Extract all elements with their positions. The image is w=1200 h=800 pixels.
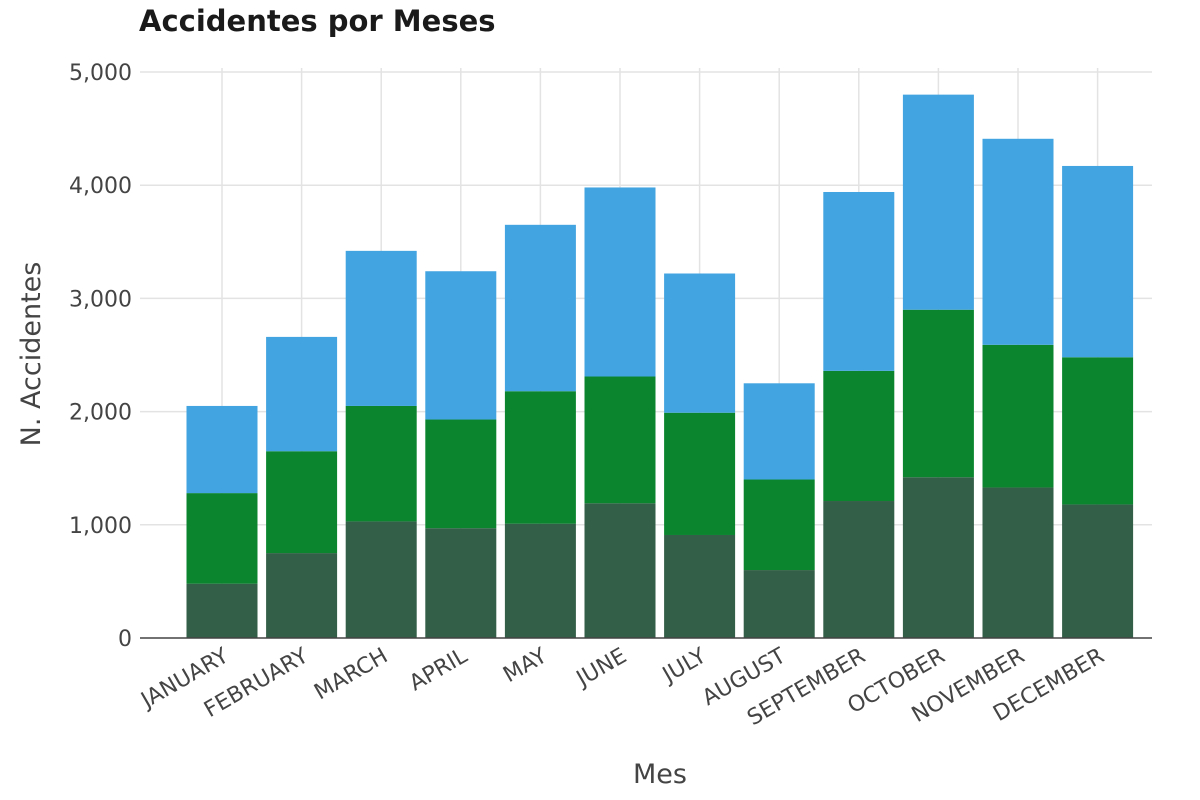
- bar-january-segment-1: [186, 583, 258, 638]
- bar-june-segment-1: [584, 503, 656, 638]
- bar-march-segment-2: [345, 405, 417, 522]
- bar-february-segment-2: [266, 451, 338, 554]
- bar-february-segment-3: [266, 336, 338, 452]
- y-tick-label: 2,000: [69, 401, 132, 426]
- bar-april-segment-1: [425, 528, 497, 638]
- bar-july-segment-3: [664, 273, 736, 413]
- bar-december-segment-3: [1062, 165, 1134, 358]
- x-tick-label: MARCH: [310, 644, 392, 706]
- bar-july-segment-1: [664, 534, 736, 638]
- bar-june-segment-3: [584, 187, 656, 377]
- bars: [186, 94, 1134, 638]
- y-axis-title: N. Accidentes: [16, 262, 47, 447]
- bar-may-segment-3: [504, 224, 576, 392]
- bar-march-segment-3: [345, 250, 417, 406]
- chart-title: Accidentes por Meses: [139, 4, 496, 38]
- y-tick-label: 1,000: [69, 514, 132, 539]
- bar-october-segment-2: [902, 309, 974, 478]
- y-tick-label: 0: [118, 627, 132, 652]
- bar-september-segment-3: [823, 191, 895, 371]
- bar-december-segment-1: [1062, 504, 1134, 638]
- y-tick-label: 5,000: [69, 61, 132, 86]
- y-tick-labels: 0 1,000 2,000 3,000 4,000 5,000: [69, 61, 132, 652]
- bar-july-segment-2: [664, 412, 736, 535]
- bar-september-segment-1: [823, 501, 895, 638]
- bar-november-segment-1: [982, 487, 1054, 638]
- bar-november-segment-2: [982, 344, 1054, 488]
- x-tick-label: JULY: [657, 643, 711, 689]
- bar-may-segment-1: [504, 523, 576, 638]
- bar-november-segment-3: [982, 138, 1054, 345]
- bar-february-segment-1: [266, 553, 338, 638]
- bar-august-segment-1: [743, 570, 815, 638]
- bar-october-segment-1: [902, 477, 974, 638]
- bar-march-segment-1: [345, 521, 417, 638]
- x-axis-title: Mes: [633, 759, 687, 790]
- bar-january-segment-3: [186, 405, 258, 494]
- bar-may-segment-2: [504, 391, 576, 524]
- y-tick-label: 3,000: [69, 287, 132, 312]
- y-tick-label: 4,000: [69, 174, 132, 199]
- bar-september-segment-2: [823, 370, 895, 502]
- bar-april-segment-3: [425, 271, 497, 420]
- bar-april-segment-2: [425, 419, 497, 529]
- bar-october-segment-3: [902, 94, 974, 310]
- bar-january-segment-2: [186, 493, 258, 584]
- bar-december-segment-2: [1062, 357, 1134, 505]
- x-tick-label: MAY: [499, 643, 552, 688]
- bar-june-segment-2: [584, 376, 656, 504]
- x-tick-label: APRIL: [405, 643, 472, 696]
- bar-august-segment-2: [743, 479, 815, 571]
- bar-august-segment-3: [743, 383, 815, 480]
- x-tick-label: JUNE: [571, 644, 631, 693]
